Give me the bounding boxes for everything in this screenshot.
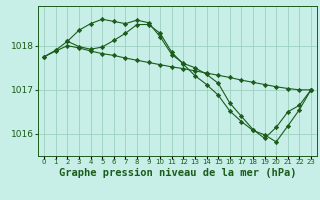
X-axis label: Graphe pression niveau de la mer (hPa): Graphe pression niveau de la mer (hPa) bbox=[59, 168, 296, 178]
